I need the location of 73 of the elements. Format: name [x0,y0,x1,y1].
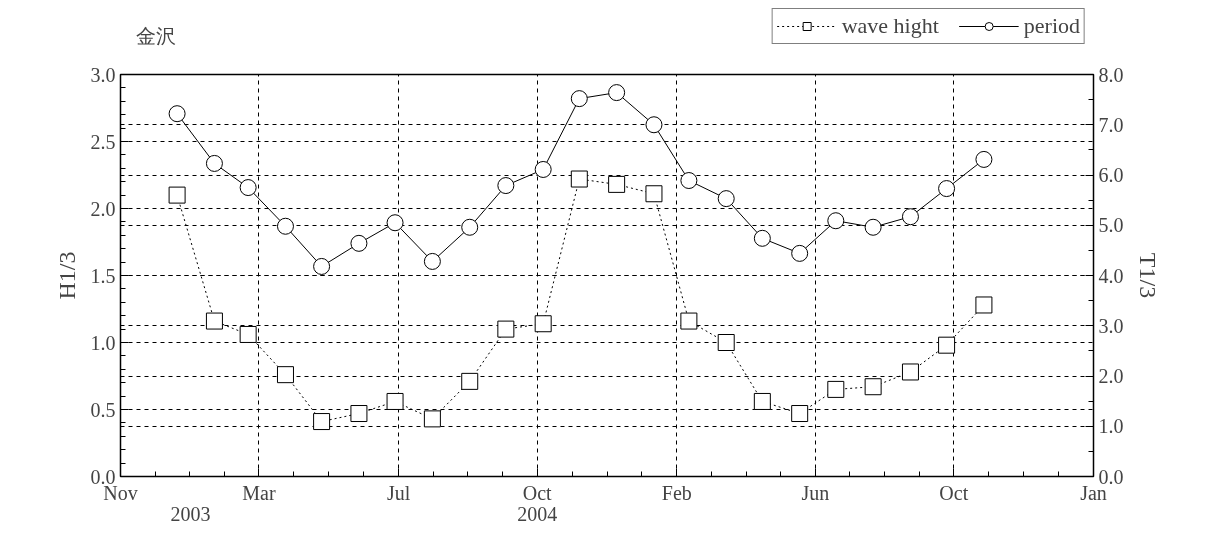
y-tick-label: 0.5 [90,398,116,421]
point [313,257,331,275]
point [423,410,441,428]
point [276,217,294,235]
point [791,244,809,262]
y2-tick-label: 4.0 [1098,264,1124,287]
x-tick-label: Jul [387,481,411,504]
text: 2004 [517,502,558,525]
point [570,90,588,108]
point [901,363,919,381]
point [461,218,479,236]
point [534,315,552,333]
point [386,214,404,232]
point [901,208,919,226]
x-tick-label: Oct [522,481,553,504]
point [827,380,845,398]
point [975,150,993,168]
point [791,405,809,423]
y2-tick-label: 8.0 [1098,63,1124,86]
y-tick-label: 3.0 [90,63,116,86]
point [608,84,626,102]
point [645,185,663,203]
point [680,172,698,190]
y-tick-label: 1.0 [90,331,116,354]
point [975,296,993,314]
point [717,190,735,208]
point [753,392,771,410]
point [239,325,257,343]
point [608,175,626,193]
point [497,177,515,195]
point [461,372,479,390]
y2-axis-title: T1/3 [1134,252,1161,299]
point [534,160,552,178]
y-tick-label: 2.5 [90,130,116,153]
chart-title: 金沢 [135,23,176,48]
point [938,336,956,354]
point [313,413,331,431]
point [168,105,186,123]
point [753,229,771,247]
x-tick-label: Oct [939,481,969,504]
y2-tick-label: 7.0 [1098,113,1124,136]
y2-tick-label: 2.0 [1098,365,1124,387]
x-tick-label: Mar [242,481,276,504]
point [386,392,404,410]
y2-tick-label: 3.0 [1098,314,1124,337]
y-tick-label: 2.0 [90,197,116,220]
point [350,234,368,252]
point [570,170,588,188]
point [864,218,882,236]
point [423,252,441,270]
point [168,186,186,204]
point [864,378,882,396]
x-tick-label: Jun [801,481,830,504]
y2-tick-label: 6.0 [1098,164,1124,186]
point [276,366,294,384]
point [717,334,735,351]
x-tick-label: Feb [661,481,692,504]
point [680,312,698,330]
y2-tick-label: 5.0 [1098,214,1124,237]
y-axis-title: H1/3 [53,251,80,300]
point [205,312,223,330]
legend-label: wave hight [841,13,939,39]
point [239,179,257,197]
y2-tick-label: 1.0 [1098,415,1124,438]
point [497,320,515,338]
legend-label: period [1023,13,1080,39]
y-tick-label: 1.5 [90,264,116,287]
point [350,405,368,423]
text: 2003 [170,502,211,525]
point [827,212,845,230]
point [938,180,956,198]
point [645,116,663,134]
point [205,154,223,172]
